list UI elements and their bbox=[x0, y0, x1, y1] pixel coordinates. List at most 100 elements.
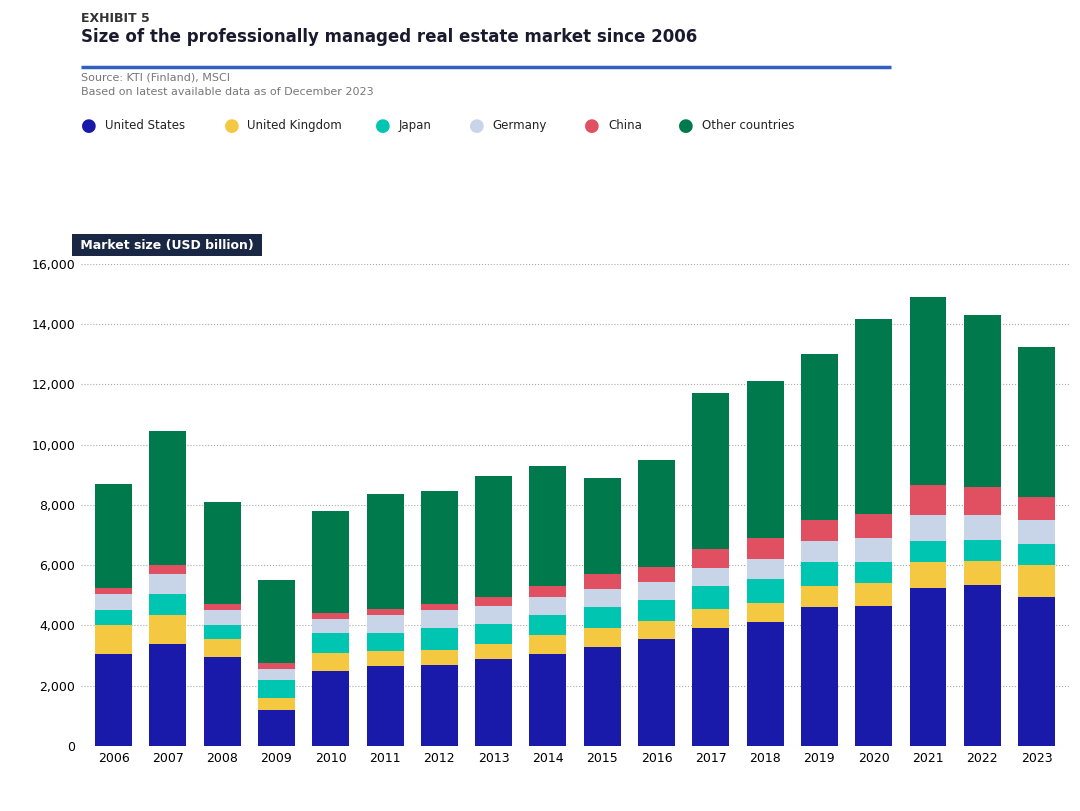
Text: Japan: Japan bbox=[399, 119, 431, 132]
Bar bbox=[909, 297, 946, 485]
Bar bbox=[1018, 544, 1055, 565]
Bar bbox=[1018, 346, 1055, 497]
Bar bbox=[366, 494, 404, 609]
Bar bbox=[692, 586, 729, 609]
Bar bbox=[95, 594, 132, 611]
Bar bbox=[855, 562, 892, 583]
Bar bbox=[584, 478, 621, 574]
Bar bbox=[638, 639, 675, 746]
Text: ●: ● bbox=[81, 117, 97, 135]
Bar bbox=[638, 600, 675, 621]
Bar bbox=[421, 650, 458, 665]
Bar bbox=[204, 611, 241, 625]
Bar bbox=[258, 680, 295, 697]
Bar bbox=[801, 607, 838, 746]
Bar bbox=[584, 629, 621, 646]
Bar bbox=[258, 710, 295, 746]
Bar bbox=[1018, 497, 1055, 520]
Bar bbox=[529, 654, 566, 746]
Bar bbox=[638, 621, 675, 639]
Bar bbox=[529, 615, 566, 634]
Bar bbox=[746, 559, 784, 579]
Bar bbox=[801, 562, 838, 586]
Text: ●: ● bbox=[375, 117, 391, 135]
Bar bbox=[475, 659, 512, 746]
Bar bbox=[638, 460, 675, 567]
Bar bbox=[746, 603, 784, 623]
Bar bbox=[801, 586, 838, 607]
Bar bbox=[312, 511, 349, 613]
Bar bbox=[584, 607, 621, 629]
Bar bbox=[95, 654, 132, 746]
Bar bbox=[475, 644, 512, 659]
Bar bbox=[1018, 597, 1055, 746]
Bar bbox=[1018, 520, 1055, 544]
Text: EXHIBIT 5: EXHIBIT 5 bbox=[81, 12, 150, 25]
Bar bbox=[204, 604, 241, 611]
Bar bbox=[692, 548, 729, 569]
Bar bbox=[149, 431, 187, 565]
Bar bbox=[529, 586, 566, 597]
Bar bbox=[909, 485, 946, 516]
Text: Germany: Germany bbox=[492, 119, 546, 132]
Bar bbox=[529, 634, 566, 654]
Bar bbox=[963, 539, 1001, 560]
Text: United States: United States bbox=[105, 119, 185, 132]
Bar bbox=[95, 483, 132, 588]
Bar bbox=[366, 615, 404, 633]
Bar bbox=[746, 381, 784, 538]
Bar bbox=[909, 588, 946, 746]
Bar bbox=[366, 651, 404, 666]
Bar bbox=[421, 611, 458, 629]
Bar bbox=[963, 487, 1001, 516]
Bar bbox=[475, 597, 512, 606]
Bar bbox=[149, 594, 187, 615]
Bar bbox=[95, 611, 132, 625]
Bar bbox=[95, 588, 132, 594]
Bar bbox=[421, 629, 458, 650]
Text: ●: ● bbox=[469, 117, 485, 135]
Bar bbox=[204, 657, 241, 746]
Bar bbox=[421, 491, 458, 604]
Bar bbox=[909, 516, 946, 541]
Bar bbox=[692, 609, 729, 629]
Text: ●: ● bbox=[584, 117, 600, 135]
Bar bbox=[149, 565, 187, 574]
Bar bbox=[475, 606, 512, 624]
Bar bbox=[529, 466, 566, 586]
Bar bbox=[312, 653, 349, 671]
Bar bbox=[855, 538, 892, 562]
Bar bbox=[204, 639, 241, 657]
Bar bbox=[584, 574, 621, 590]
Bar bbox=[421, 604, 458, 611]
Bar bbox=[801, 541, 838, 562]
Bar bbox=[801, 520, 838, 541]
Bar bbox=[312, 671, 349, 746]
Bar bbox=[746, 623, 784, 746]
Text: Other countries: Other countries bbox=[702, 119, 795, 132]
Bar bbox=[258, 580, 295, 663]
Bar bbox=[801, 354, 838, 520]
Text: ●: ● bbox=[678, 117, 694, 135]
Bar bbox=[963, 585, 1001, 746]
Bar bbox=[366, 633, 404, 651]
Text: Size of the professionally managed real estate market since 2006: Size of the professionally managed real … bbox=[81, 28, 698, 46]
Bar bbox=[1018, 565, 1055, 597]
Bar bbox=[312, 633, 349, 653]
Bar bbox=[963, 560, 1001, 585]
Bar bbox=[149, 644, 187, 746]
Text: ●: ● bbox=[224, 117, 240, 135]
Bar bbox=[366, 666, 404, 746]
Bar bbox=[475, 476, 512, 597]
Bar bbox=[963, 315, 1001, 487]
Text: Based on latest available data as of December 2023: Based on latest available data as of Dec… bbox=[81, 87, 374, 97]
Text: China: China bbox=[608, 119, 642, 132]
Bar bbox=[584, 646, 621, 746]
Bar bbox=[746, 579, 784, 603]
Bar bbox=[95, 625, 132, 654]
Bar bbox=[746, 538, 784, 559]
Text: Source: KTI (Finland), MSCI: Source: KTI (Finland), MSCI bbox=[81, 73, 230, 83]
Bar bbox=[312, 613, 349, 620]
Text: Market size (USD billion): Market size (USD billion) bbox=[76, 238, 258, 251]
Bar bbox=[258, 663, 295, 669]
